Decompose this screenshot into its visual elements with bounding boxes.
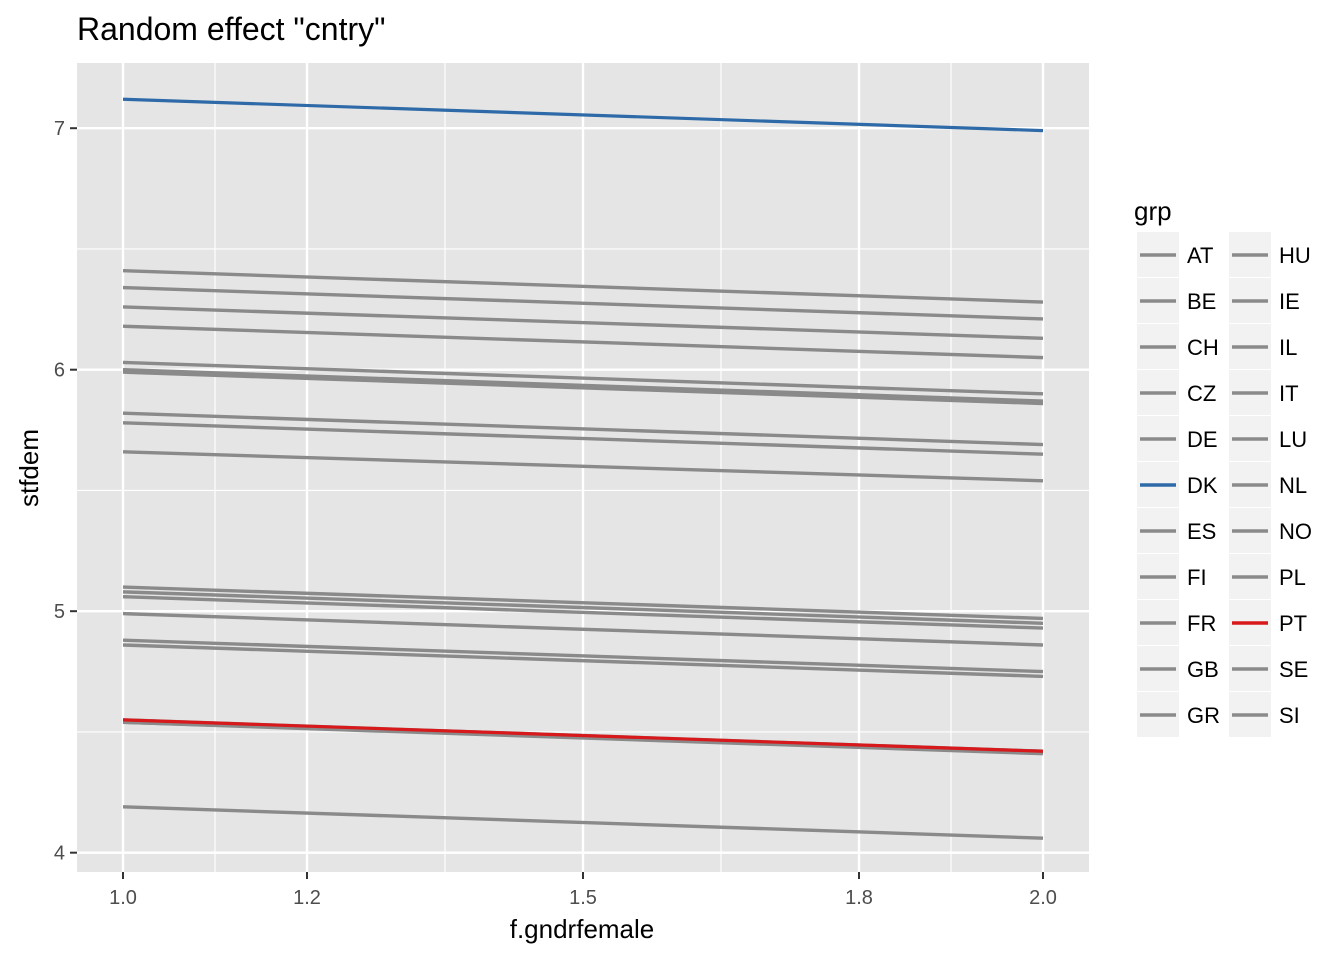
series-lines [122,97,1044,840]
x-tick-label: 1.8 [845,887,873,909]
y-tick-label: 7 [54,118,65,140]
legend-label: LU [1279,427,1307,452]
y-axis: 4 5 6 7 [54,118,77,865]
y-tick-label: 5 [54,601,65,623]
y-axis-title: stfdem [14,429,44,507]
series-line-be [122,450,1044,483]
legend-item-lu: LU [1229,416,1307,461]
legend-items: AT BE CH CZ DE DK ES FI FR GB GR HU IE IL IT LU NL NO PL PT… [1137,232,1312,737]
legend-item-cz: CZ [1137,370,1216,415]
legend-item-se: SE [1229,646,1308,691]
legend-label: GR [1187,703,1220,728]
series-line-gb [122,411,1044,447]
legend-label: HU [1279,243,1311,268]
legend-item-be: BE [1137,278,1216,323]
series-line-at [122,585,1044,621]
legend-item-gb: GB [1137,646,1219,691]
y-tick-label: 6 [54,360,65,382]
series-line-es [122,611,1044,647]
legend-item-nl: NL [1229,462,1307,507]
legend-label: GB [1187,657,1219,682]
series-line-nl [122,367,1044,403]
x-tick-label: 1.2 [293,887,321,909]
legend-item-pt: PT [1229,600,1307,645]
legend-label: PL [1279,565,1306,590]
legend-label: DE [1187,427,1218,452]
legend-label: BE [1187,289,1216,314]
series-line-fr [122,643,1044,679]
x-axis: 1.0 1.2 1.5 1.8 2.0 [109,872,1057,909]
legend-item-no: NO [1229,508,1312,553]
chart-title: Random effect "cntry" [77,11,385,47]
legend-item-dk: DK [1137,462,1218,507]
series-line-no [122,324,1044,360]
x-axis-title: f.gndrfemale [510,914,655,944]
y-tick-label: 4 [54,843,65,865]
legend-item-pl: PL [1229,554,1306,599]
series-line-ch [122,268,1044,304]
legend-title: grp [1134,196,1172,226]
series-line-il [122,638,1044,674]
series-line-pl [122,421,1044,456]
series-line-si [122,370,1044,406]
legend-item-ie: IE [1229,278,1300,323]
series-line-se [122,360,1044,396]
legend-label: SI [1279,703,1300,728]
legend-label: NO [1279,519,1312,544]
legend-item-es: ES [1137,508,1216,553]
legend-label: CH [1187,335,1219,360]
series-line-fi [122,305,1044,341]
legend-label: FI [1187,565,1207,590]
legend-label: FR [1187,611,1216,636]
legend-item-fr: FR [1137,600,1216,645]
series-line-dk [122,97,1044,133]
legend-label: SE [1279,657,1308,682]
series-line-gr [122,805,1044,840]
legend-label: IE [1279,289,1300,314]
series-line-de [122,594,1044,630]
legend-label: ES [1187,519,1216,544]
legend-label: NL [1279,473,1307,498]
legend: grp AT BE CH CZ DE DK ES FI FR GB GR HU IE IL IT LU NL NO… [1134,196,1312,737]
legend-item-it: IT [1229,370,1299,415]
legend-item-gr: GR [1137,692,1220,737]
legend-item-at: AT [1137,232,1213,277]
legend-item-il: IL [1229,324,1297,369]
legend-item-ch: CH [1137,324,1219,369]
legend-item-fi: FI [1137,554,1207,599]
x-tick-label: 1.5 [569,887,597,909]
legend-label: AT [1187,243,1213,268]
legend-item-hu: HU [1229,232,1311,277]
x-tick-label: 2.0 [1029,887,1057,909]
legend-label: DK [1187,473,1218,498]
series-line-pt [122,718,1044,753]
legend-label: IL [1279,335,1297,360]
series-line-ie [122,590,1044,625]
legend-item-si: SI [1229,692,1300,737]
legend-label: PT [1279,611,1307,636]
legend-label: IT [1279,381,1299,406]
x-tick-label: 1.0 [109,887,137,909]
series-line-lu [122,285,1044,321]
legend-item-de: DE [1137,416,1218,461]
legend-label: CZ [1187,381,1216,406]
